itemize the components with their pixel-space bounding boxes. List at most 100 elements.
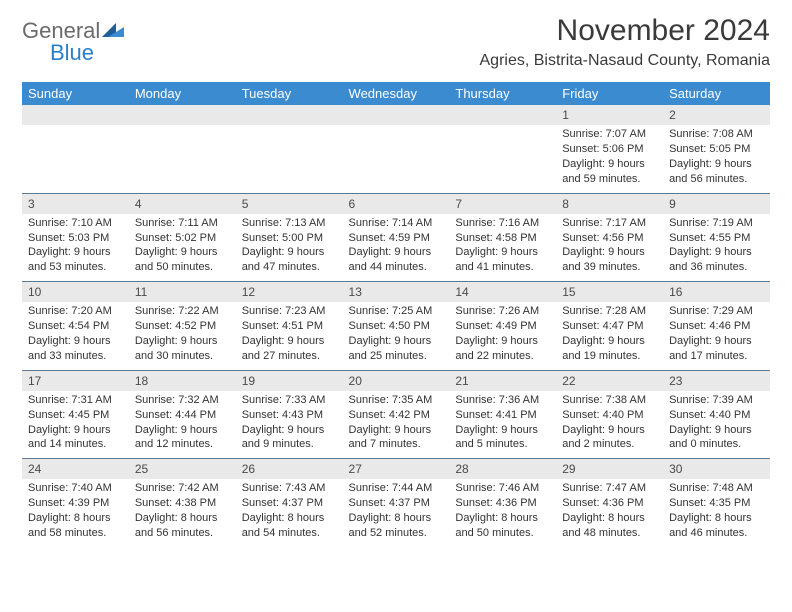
day-number: 4 (129, 194, 236, 214)
sunrise-text: Sunrise: 7:26 AM (455, 304, 550, 319)
sunset-text: Sunset: 4:40 PM (669, 408, 764, 423)
sunrise-text: Sunrise: 7:29 AM (669, 304, 764, 319)
day-number: 22 (556, 371, 663, 391)
sunset-text: Sunset: 4:45 PM (28, 408, 123, 423)
day-number: 19 (236, 371, 343, 391)
sunrise-text: Sunrise: 7:08 AM (669, 127, 764, 142)
brand-logo: GeneralBlue (22, 14, 124, 66)
daylight-text: Daylight: 9 hours and 0 minutes. (669, 423, 764, 453)
day-number: 1 (556, 105, 663, 125)
sunrise-text: Sunrise: 7:07 AM (562, 127, 657, 142)
sunrise-text: Sunrise: 7:13 AM (242, 216, 337, 231)
weekday-header: Thursday (449, 82, 556, 105)
day-cell: 14 Sunrise: 7:26 AMSunset: 4:49 PMDayligh… (449, 282, 556, 371)
sunset-text: Sunset: 4:56 PM (562, 231, 657, 246)
day-number: 17 (22, 371, 129, 391)
day-cell: 26 Sunrise: 7:43 AMSunset: 4:37 PMDayligh… (236, 459, 343, 547)
sunset-text: Sunset: 4:52 PM (135, 319, 230, 334)
daylight-text: Daylight: 9 hours and 36 minutes. (669, 245, 764, 275)
day-cell: 2Sunrise: 7:08 AMSunset: 5:05 PMDaylight… (663, 105, 770, 193)
day-cell: 29Sunrise: 7:47 AMSunset: 4:36 PMDayligh… (556, 459, 663, 547)
sunset-text: Sunset: 4:42 PM (349, 408, 444, 423)
sunset-text: Sunset: 4:40 PM (562, 408, 657, 423)
daylight-text: Daylight: 9 hours and 33 minutes. (28, 334, 123, 364)
day-cell: 18 Sunrise: 7:32 AMSunset: 4:44 PMDayligh… (129, 370, 236, 459)
sunrise-text: Sunrise: 7:32 AM (135, 393, 230, 408)
day-cell: 20Sunrise: 7:35 AMSunset: 4:42 PMDayligh… (343, 370, 450, 459)
daylight-text: Daylight: 8 hours and 58 minutes. (28, 511, 123, 541)
daylight-text: Daylight: 9 hours and 25 minutes. (349, 334, 444, 364)
day-cell: 24Sunrise: 7:40 AMSunset: 4:39 PMDayligh… (22, 459, 129, 547)
empty-day (236, 105, 343, 193)
sunrise-text: Sunrise: 7:11 AM (135, 216, 230, 231)
sunset-text: Sunset: 4:43 PM (242, 408, 337, 423)
sunrise-text: Sunrise: 7:16 AM (455, 216, 550, 231)
day-cell: 25Sunrise: 7:42 AMSunset: 4:38 PMDayligh… (129, 459, 236, 547)
empty-day (449, 105, 556, 193)
day-number: 14 (449, 282, 556, 302)
calendar-week: 1Sunrise: 7:07 AMSunset: 5:06 PMDaylight… (22, 105, 770, 193)
title-block: November 2024 Agries, Bistrita-Nasaud Co… (480, 14, 771, 70)
weekday-header: Monday (129, 82, 236, 105)
day-cell: 15Sunrise: 7:28 AMSunset: 4:47 PMDayligh… (556, 282, 663, 371)
sunset-text: Sunset: 4:51 PM (242, 319, 337, 334)
sunset-text: Sunset: 4:36 PM (562, 496, 657, 511)
weekday-header: Wednesday (343, 82, 450, 105)
daylight-text: Daylight: 9 hours and 9 minutes. (242, 423, 337, 453)
day-number: 2 (663, 105, 770, 125)
daylight-text: Daylight: 9 hours and 2 minutes. (562, 423, 657, 453)
day-cell: 16Sunrise: 7:29 AMSunset: 4:46 PMDayligh… (663, 282, 770, 371)
day-cell: 3Sunrise: 7:10 AMSunset: 5:03 PMDaylight… (22, 193, 129, 282)
brand-mark-icon (102, 21, 124, 42)
weekday-header: Tuesday (236, 82, 343, 105)
sunrise-text: Sunrise: 7:17 AM (562, 216, 657, 231)
day-number: 12 (236, 282, 343, 302)
sunset-text: Sunset: 4:37 PM (349, 496, 444, 511)
day-cell: 6Sunrise: 7:14 AMSunset: 4:59 PMDaylight… (343, 193, 450, 282)
sunrise-text: Sunrise: 7:10 AM (28, 216, 123, 231)
daylight-text: Daylight: 8 hours and 56 minutes. (135, 511, 230, 541)
sunrise-text: Sunrise: 7:23 AM (242, 304, 337, 319)
calendar-head: SundayMondayTuesdayWednesdayThursdayFrid… (22, 82, 770, 105)
sunset-text: Sunset: 4:38 PM (135, 496, 230, 511)
sunrise-text: Sunrise: 7:38 AM (562, 393, 657, 408)
day-number: 20 (343, 371, 450, 391)
day-number: 15 (556, 282, 663, 302)
day-cell: 17Sunrise: 7:31 AMSunset: 4:45 PMDayligh… (22, 370, 129, 459)
sunset-text: Sunset: 4:46 PM (669, 319, 764, 334)
day-number: 26 (236, 459, 343, 479)
day-number (22, 105, 129, 125)
calendar-week: 24Sunrise: 7:40 AMSunset: 4:39 PMDayligh… (22, 459, 770, 547)
sunrise-text: Sunrise: 7:14 AM (349, 216, 444, 231)
sunset-text: Sunset: 4:44 PM (135, 408, 230, 423)
sunrise-text: Sunrise: 7:31 AM (28, 393, 123, 408)
day-number: 13 (343, 282, 450, 302)
sunset-text: Sunset: 4:37 PM (242, 496, 337, 511)
sunset-text: Sunset: 4:39 PM (28, 496, 123, 511)
sunset-text: Sunset: 4:50 PM (349, 319, 444, 334)
day-number: 7 (449, 194, 556, 214)
day-number: 29 (556, 459, 663, 479)
day-cell: 8Sunrise: 7:17 AMSunset: 4:56 PMDaylight… (556, 193, 663, 282)
sunset-text: Sunset: 4:49 PM (455, 319, 550, 334)
daylight-text: Daylight: 8 hours and 46 minutes. (669, 511, 764, 541)
daylight-text: Daylight: 9 hours and 5 minutes. (455, 423, 550, 453)
day-cell: 9Sunrise: 7:19 AMSunset: 4:55 PMDaylight… (663, 193, 770, 282)
sunrise-text: Sunrise: 7:43 AM (242, 481, 337, 496)
header: GeneralBlue November 2024 Agries, Bistri… (22, 14, 770, 70)
day-number: 18 (129, 371, 236, 391)
sunrise-text: Sunrise: 7:39 AM (669, 393, 764, 408)
daylight-text: Daylight: 9 hours and 17 minutes. (669, 334, 764, 364)
daylight-text: Daylight: 9 hours and 12 minutes. (135, 423, 230, 453)
sunrise-text: Sunrise: 7:19 AM (669, 216, 764, 231)
daylight-text: Daylight: 9 hours and 22 minutes. (455, 334, 550, 364)
sunset-text: Sunset: 5:05 PM (669, 142, 764, 157)
day-cell: 7Sunrise: 7:16 AMSunset: 4:58 PMDaylight… (449, 193, 556, 282)
daylight-text: Daylight: 8 hours and 54 minutes. (242, 511, 337, 541)
location-text: Agries, Bistrita-Nasaud County, Romania (480, 52, 771, 70)
daylight-text: Daylight: 9 hours and 47 minutes. (242, 245, 337, 275)
day-cell: 27Sunrise: 7:44 AMSunset: 4:37 PMDayligh… (343, 459, 450, 547)
day-number: 3 (22, 194, 129, 214)
day-number (236, 105, 343, 125)
daylight-text: Daylight: 8 hours and 52 minutes. (349, 511, 444, 541)
